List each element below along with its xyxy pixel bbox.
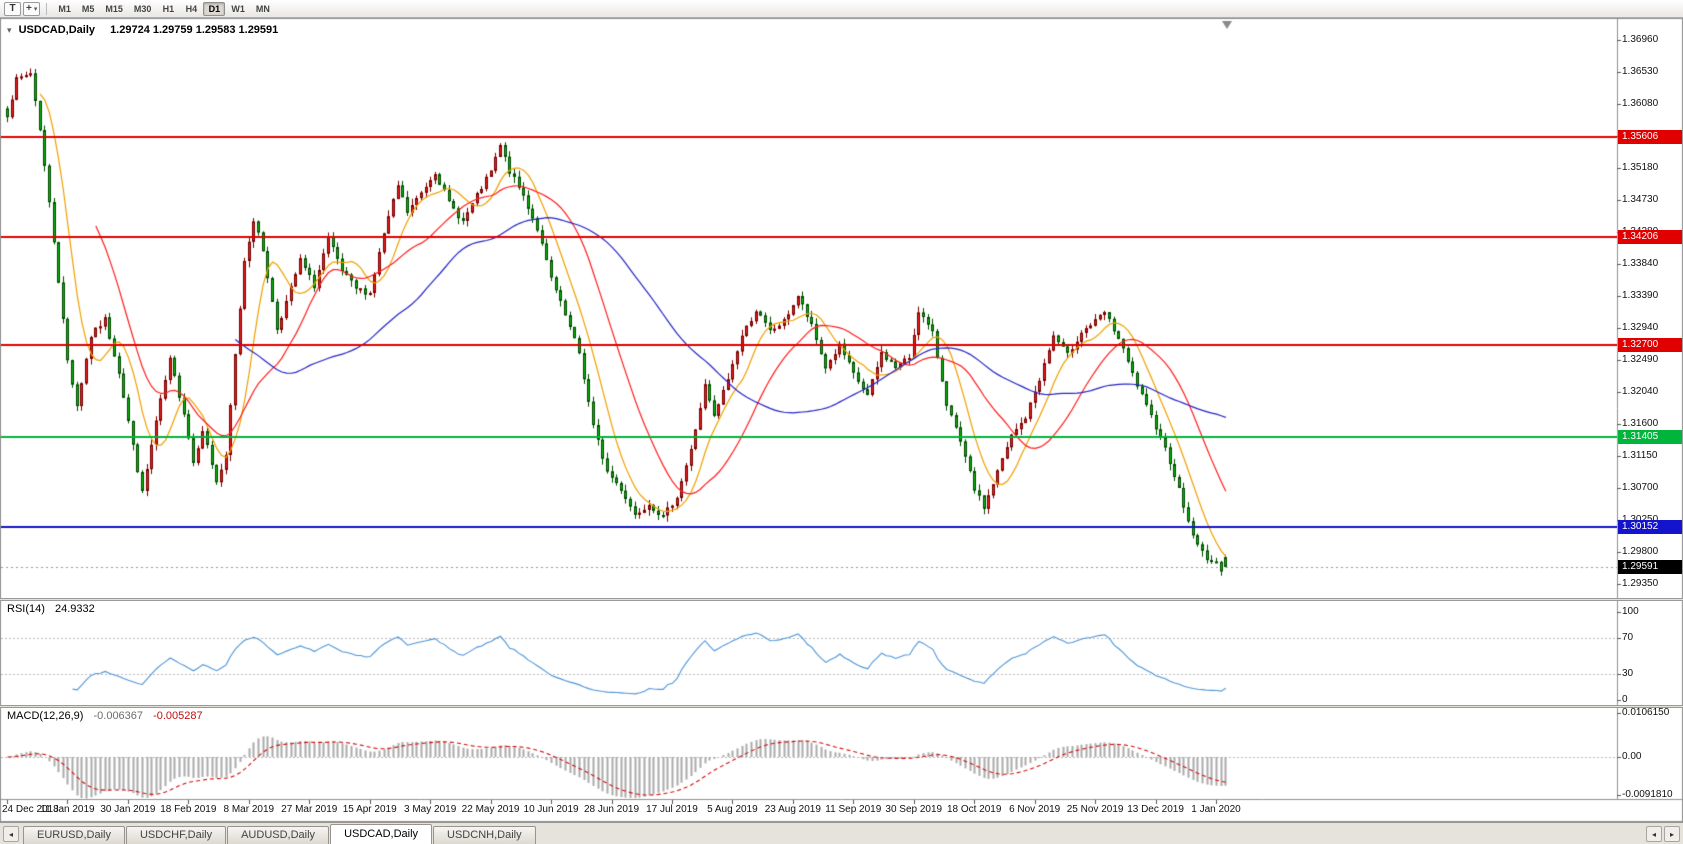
panel-splitter-macd[interactable] <box>0 705 1683 708</box>
price-axis-label: 1.33840 <box>1622 258 1659 269</box>
date-axis-label: 24 Dec 2018 <box>2 804 59 815</box>
right-arrow-icon: ▸ <box>1669 829 1674 839</box>
timeframe-button-m15[interactable]: M15 <box>105 3 123 14</box>
price-axis-label: 1.36080 <box>1622 98 1659 109</box>
price-line-label: 1.31405 <box>1618 430 1682 444</box>
rsi-axis-label: 0 <box>1622 694 1628 705</box>
date-axis-label: 27 Mar 2019 <box>281 804 338 815</box>
macd-indicator-name: MACD(12,26,9) <box>7 710 84 722</box>
current-price-label: 1.29591 <box>1618 560 1682 574</box>
price-axis-label: 1.31150 <box>1622 450 1658 461</box>
macd-main-value: -0.006367 <box>93 710 144 722</box>
price-axis-label: 1.29800 <box>1622 546 1659 557</box>
main-toolbar: T + ▾ M1 M5 M15 M30 H1 H4 D1 W1 MN <box>0 0 1683 18</box>
macd-indicator-label: MACD(12,26,9) -0.006367 -0.005287 <box>7 710 203 722</box>
price-axis-label: 1.36530 <box>1622 66 1659 77</box>
macd-axis-label: -0.0091810 <box>1622 789 1673 800</box>
tab-scroll-left-button[interactable]: ◂ <box>3 826 19 842</box>
tab-nav-right-group: ◂ ▸ <box>1645 826 1681 844</box>
dropdown-caret-icon: ▾ <box>33 5 38 13</box>
date-axis-label: 25 Nov 2019 <box>1066 804 1124 815</box>
timeframe-button-h1[interactable]: H1 <box>162 3 175 14</box>
timeframe-button-m5[interactable]: M5 <box>81 3 95 14</box>
timeframe-button-h4[interactable]: H4 <box>185 3 198 14</box>
date-axis-label: 5 Aug 2019 <box>707 804 758 815</box>
price-axis-label: 1.32040 <box>1622 386 1659 397</box>
date-axis-label: 15 Apr 2019 <box>342 804 397 815</box>
price-axis-label: 1.31600 <box>1622 418 1659 429</box>
date-axis-label: 13 Dec 2019 <box>1127 804 1184 815</box>
rsi-indicator-label: RSI(14) 24.9332 <box>7 603 95 615</box>
rsi-axis-label: 70 <box>1622 632 1634 644</box>
left-arrow-icon: ◂ <box>1651 829 1656 839</box>
chart-window: ▾ USDCAD,Daily 1.29724 1.29759 1.29583 1… <box>0 18 1683 822</box>
chart-tab-audusd[interactable]: AUDUSD,Daily <box>227 826 330 844</box>
price-axis-label: 1.34730 <box>1622 194 1659 205</box>
macd-axis-label: 0.0106150 <box>1622 707 1670 718</box>
macd-signal-value: -0.005287 <box>153 710 203 722</box>
chart-title: ▾ USDCAD,Daily 1.29724 1.29759 1.29583 1… <box>7 24 278 36</box>
toolbar-separator <box>46 2 48 15</box>
date-axis-label: 1 Jan 2020 <box>1191 804 1241 815</box>
tab-scroll-right-end-button[interactable]: ▸ <box>1664 826 1680 842</box>
chart-tab-usdcnh[interactable]: USDCNH,Daily <box>433 826 536 844</box>
macd-axis-label: 0.00 <box>1622 750 1642 762</box>
chart-tab-eurusd[interactable]: EURUSD,Daily <box>23 826 125 844</box>
text-tool-button[interactable]: T <box>4 1 21 16</box>
price-axis-label: 1.35180 <box>1622 162 1659 173</box>
timeframe-button-d1[interactable]: D1 <box>203 1 226 16</box>
cursor-tool-button[interactable]: + ▾ <box>23 1 41 16</box>
date-axis-label: 18 Oct 2019 <box>946 804 1002 815</box>
timeframe-toolbar: M1 M5 M15 M30 H1 H4 D1 W1 MN <box>53 1 276 16</box>
price-line-label: 1.32700 <box>1618 338 1682 352</box>
chart-ohlc-values: 1.29724 1.29759 1.29583 1.29591 <box>110 24 279 36</box>
timeframe-button-mn[interactable]: MN <box>255 3 270 14</box>
date-axis-label: 17 Jul 2019 <box>646 804 698 815</box>
chart-canvas[interactable] <box>0 18 1683 822</box>
chart-tab-usdcad[interactable]: USDCAD,Daily <box>330 824 433 844</box>
date-axis-label: 18 Feb 2019 <box>160 804 217 815</box>
price-line-label: 1.35606 <box>1618 130 1682 144</box>
date-axis-label: 6 Nov 2019 <box>1009 804 1061 815</box>
timeframe-button-m1[interactable]: M1 <box>58 3 71 14</box>
rsi-axis-label: 100 <box>1622 606 1639 617</box>
chart-tab-usdchf[interactable]: USDCHF,Daily <box>125 826 227 844</box>
date-axis-label: 30 Sep 2019 <box>885 804 943 815</box>
price-line-label: 1.30152 <box>1618 520 1682 534</box>
timeframe-button-m30[interactable]: M30 <box>133 3 152 14</box>
chart-symbol-period: USDCAD,Daily <box>18 24 95 36</box>
rsi-current-value: 24.9332 <box>54 603 95 615</box>
tab-list: EURUSD,Daily USDCHF,Daily AUDUSD,Daily USDC… <box>23 824 537 844</box>
left-arrow-icon: ◂ <box>8 829 13 839</box>
date-axis-label: 28 Jun 2019 <box>583 804 640 815</box>
price-axis-label: 1.29350 <box>1622 578 1659 589</box>
price-axis-label: 1.30700 <box>1622 482 1659 493</box>
rsi-indicator-name: RSI(14) <box>7 603 45 615</box>
price-axis-label: 1.32940 <box>1622 322 1659 333</box>
date-axis-label: 30 Jan 2019 <box>100 804 156 815</box>
tab-scroll-left-end-button[interactable]: ◂ <box>1646 826 1662 842</box>
chart-tab-bar: ◂ EURUSD,Daily USDCHF,Daily AUDUSD,Daily US… <box>0 822 1683 844</box>
date-axis-label: 22 May 2019 <box>461 804 520 815</box>
date-axis-label: 23 Aug 2019 <box>764 804 821 815</box>
price-line-label: 1.34206 <box>1618 230 1682 244</box>
date-axis-label: 11 Sep 2019 <box>825 804 882 815</box>
date-axis-label: 11 Jan 2019 <box>40 804 95 815</box>
price-axis-label: 1.36960 <box>1622 34 1659 45</box>
crosshair-icon: + <box>26 3 32 14</box>
price-axis-label: 1.33390 <box>1622 290 1659 301</box>
date-axis-label: 3 May 2019 <box>404 804 457 815</box>
timeframe-button-w1[interactable]: W1 <box>231 3 245 14</box>
rsi-axis-label: 30 <box>1622 667 1634 679</box>
date-axis-label: 8 Mar 2019 <box>223 804 275 815</box>
price-axis-label: 1.32490 <box>1622 354 1659 365</box>
panel-splitter-rsi[interactable] <box>0 598 1683 601</box>
collapse-arrow-icon[interactable]: ▾ <box>7 25 12 35</box>
date-axis-label: 10 Jun 2019 <box>523 804 579 815</box>
price-axis-label: 1.30250 <box>1622 514 1680 525</box>
